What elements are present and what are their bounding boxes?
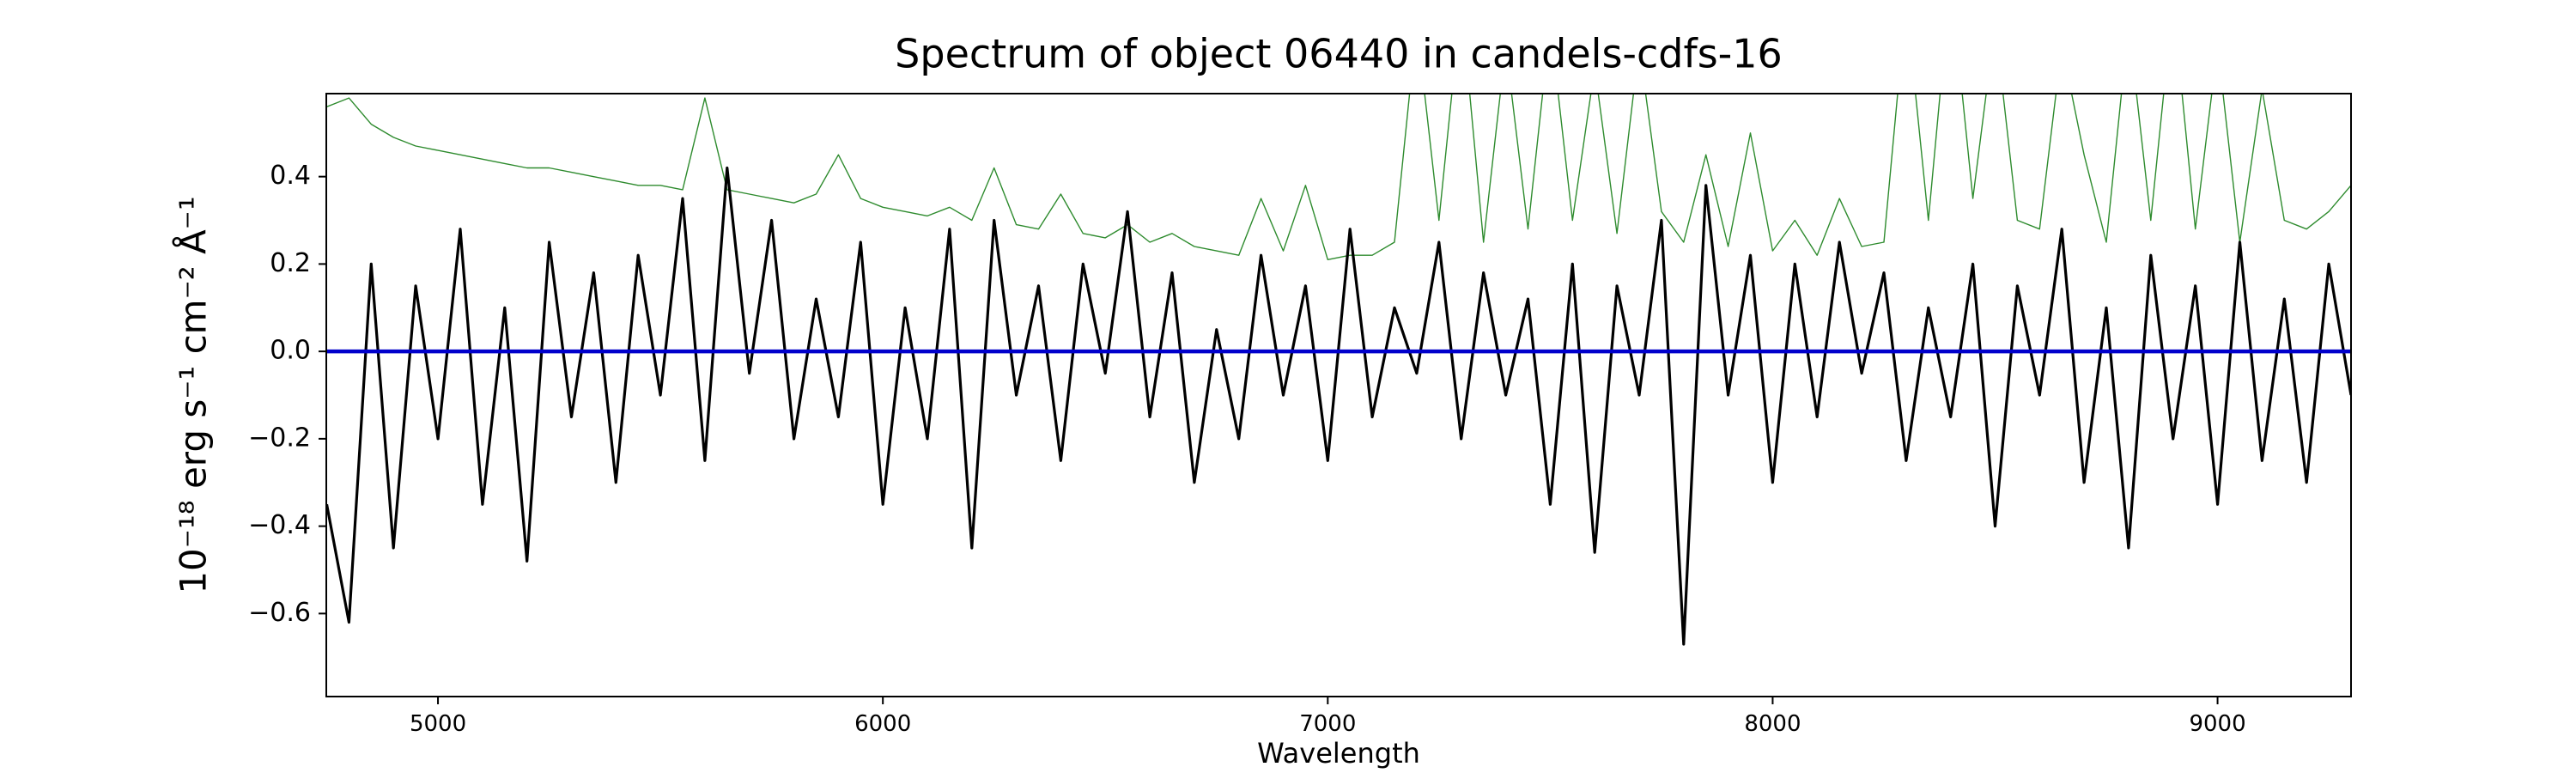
x-tick-label: 5000: [410, 711, 466, 737]
y-tick-label: 0.4: [270, 161, 311, 191]
x-tick-label: 7000: [1299, 711, 1356, 737]
x-tick-label: 8000: [1744, 711, 1801, 737]
spectrum-line: [326, 94, 2351, 260]
y-tick-label: −0.2: [248, 423, 311, 453]
y-axis-label: 10⁻¹⁸ erg s⁻¹ cm⁻² Å⁻¹: [172, 196, 215, 593]
x-tick-label: 6000: [854, 711, 911, 737]
axes-frame: [325, 93, 2352, 697]
x-axis-label: Wavelength: [1257, 737, 1420, 770]
y-tick-label: −0.4: [248, 510, 311, 540]
chart-title: Spectrum of object 06440 in candels-cdfs…: [895, 31, 1783, 77]
y-tick-label: 0.2: [270, 248, 311, 278]
y-tick-label: 0.0: [270, 336, 311, 366]
plot-area: [326, 94, 2351, 646]
x-tick-label: 9000: [2189, 711, 2245, 737]
spectrum-line: [326, 166, 2351, 646]
y-tick-label: −0.6: [248, 598, 311, 628]
